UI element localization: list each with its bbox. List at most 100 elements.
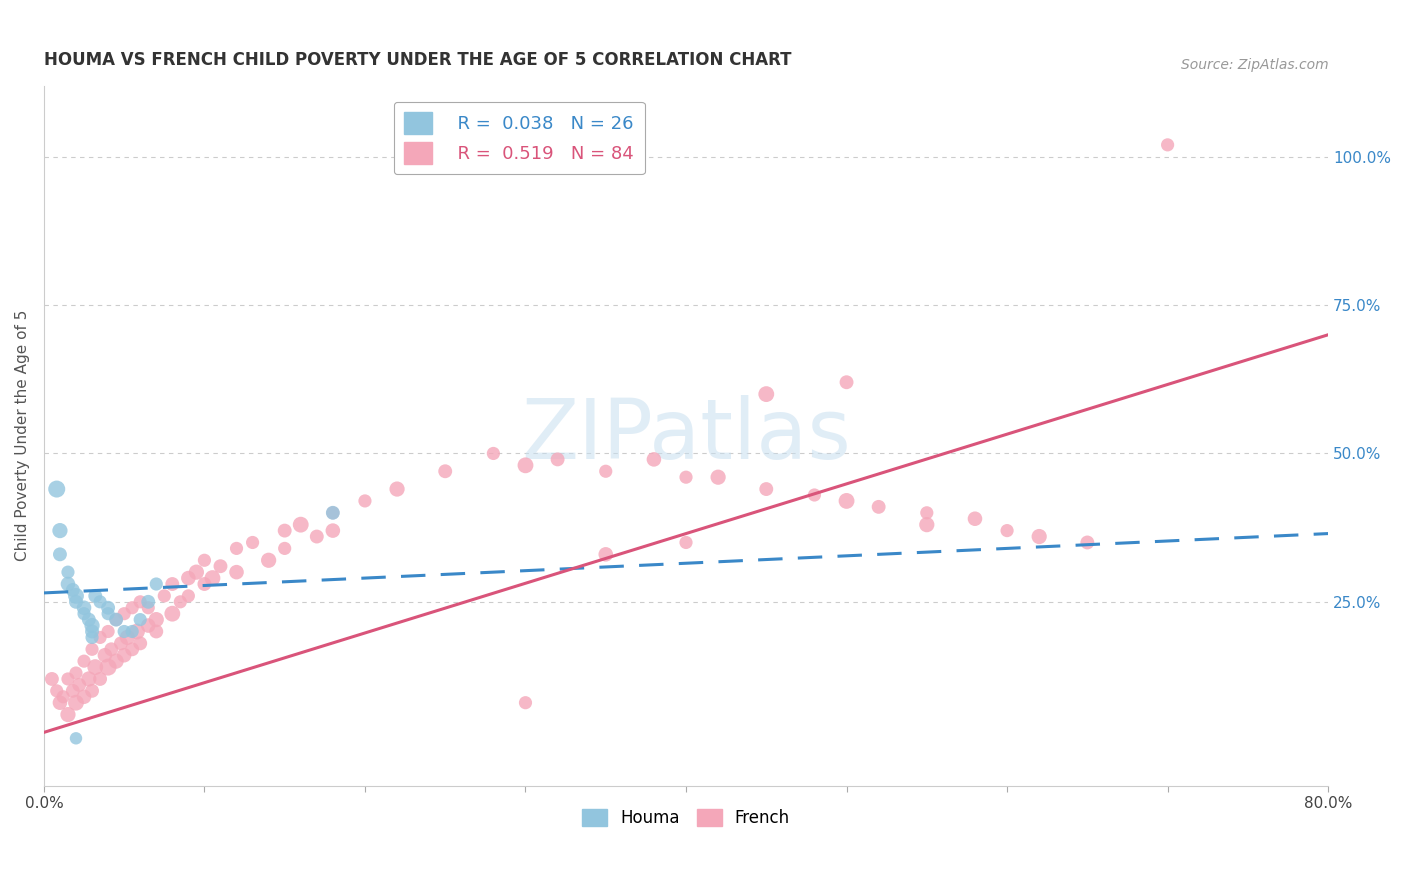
Point bbox=[80, 642, 103, 657]
Point bbox=[65, 595, 87, 609]
Point bbox=[1028, 529, 1050, 543]
Point bbox=[193, 577, 215, 591]
Point bbox=[73, 654, 96, 668]
Point bbox=[129, 595, 152, 609]
Point bbox=[56, 577, 79, 591]
Point bbox=[963, 512, 986, 526]
Point bbox=[153, 589, 176, 603]
Point bbox=[1156, 137, 1178, 152]
Point bbox=[121, 642, 143, 657]
Point bbox=[675, 535, 697, 549]
Point bbox=[995, 524, 1018, 538]
Point bbox=[755, 387, 778, 401]
Point bbox=[193, 553, 215, 567]
Point bbox=[257, 553, 280, 567]
Point bbox=[97, 624, 120, 639]
Point bbox=[110, 636, 132, 650]
Point bbox=[100, 642, 122, 657]
Point bbox=[89, 672, 111, 686]
Point bbox=[145, 577, 167, 591]
Point bbox=[915, 517, 938, 532]
Point bbox=[97, 600, 120, 615]
Point bbox=[73, 607, 96, 621]
Point bbox=[77, 672, 100, 686]
Point bbox=[145, 613, 167, 627]
Point bbox=[94, 648, 117, 663]
Legend: Houma, French: Houma, French bbox=[575, 802, 797, 833]
Point bbox=[121, 624, 143, 639]
Point bbox=[65, 589, 87, 603]
Point bbox=[434, 464, 457, 478]
Point bbox=[273, 541, 295, 556]
Point bbox=[515, 458, 537, 473]
Point bbox=[45, 482, 67, 496]
Point bbox=[105, 613, 128, 627]
Point bbox=[105, 613, 128, 627]
Point bbox=[354, 494, 377, 508]
Point bbox=[835, 376, 858, 390]
Point bbox=[45, 683, 67, 698]
Point bbox=[89, 631, 111, 645]
Y-axis label: Child Poverty Under the Age of 5: Child Poverty Under the Age of 5 bbox=[15, 310, 30, 561]
Point bbox=[868, 500, 890, 514]
Point bbox=[162, 577, 184, 591]
Point bbox=[755, 482, 778, 496]
Point bbox=[595, 464, 617, 478]
Point bbox=[273, 524, 295, 538]
Point bbox=[105, 654, 128, 668]
Point bbox=[77, 613, 100, 627]
Point bbox=[112, 648, 135, 663]
Point bbox=[49, 547, 72, 561]
Point bbox=[67, 678, 90, 692]
Point bbox=[136, 618, 159, 632]
Point bbox=[385, 482, 408, 496]
Point bbox=[136, 600, 159, 615]
Point bbox=[73, 690, 96, 704]
Point bbox=[56, 707, 79, 722]
Point bbox=[162, 607, 184, 621]
Point bbox=[84, 589, 107, 603]
Point bbox=[322, 506, 344, 520]
Point bbox=[643, 452, 665, 467]
Point bbox=[129, 613, 152, 627]
Point bbox=[242, 535, 264, 549]
Point bbox=[177, 571, 200, 585]
Point bbox=[305, 529, 328, 543]
Point bbox=[56, 565, 79, 579]
Point bbox=[89, 595, 111, 609]
Point bbox=[835, 494, 858, 508]
Point bbox=[80, 631, 103, 645]
Point bbox=[80, 624, 103, 639]
Point bbox=[121, 600, 143, 615]
Point bbox=[201, 571, 224, 585]
Point bbox=[707, 470, 730, 484]
Point bbox=[65, 666, 87, 681]
Point bbox=[80, 683, 103, 698]
Point bbox=[97, 607, 120, 621]
Point bbox=[62, 683, 84, 698]
Point bbox=[56, 672, 79, 686]
Point bbox=[225, 541, 247, 556]
Point bbox=[515, 696, 537, 710]
Point bbox=[209, 559, 232, 574]
Point bbox=[97, 660, 120, 674]
Point bbox=[290, 517, 312, 532]
Text: ZIPatlas: ZIPatlas bbox=[522, 395, 851, 476]
Point bbox=[547, 452, 569, 467]
Point bbox=[112, 607, 135, 621]
Point bbox=[595, 547, 617, 561]
Point bbox=[117, 631, 139, 645]
Text: HOUMA VS FRENCH CHILD POVERTY UNDER THE AGE OF 5 CORRELATION CHART: HOUMA VS FRENCH CHILD POVERTY UNDER THE … bbox=[44, 51, 792, 69]
Point bbox=[1076, 535, 1098, 549]
Point bbox=[84, 660, 107, 674]
Point bbox=[177, 589, 200, 603]
Point bbox=[112, 624, 135, 639]
Point bbox=[225, 565, 247, 579]
Point bbox=[169, 595, 191, 609]
Point bbox=[322, 506, 344, 520]
Point bbox=[41, 672, 63, 686]
Point bbox=[65, 731, 87, 746]
Point bbox=[62, 582, 84, 597]
Point bbox=[186, 565, 208, 579]
Point bbox=[145, 624, 167, 639]
